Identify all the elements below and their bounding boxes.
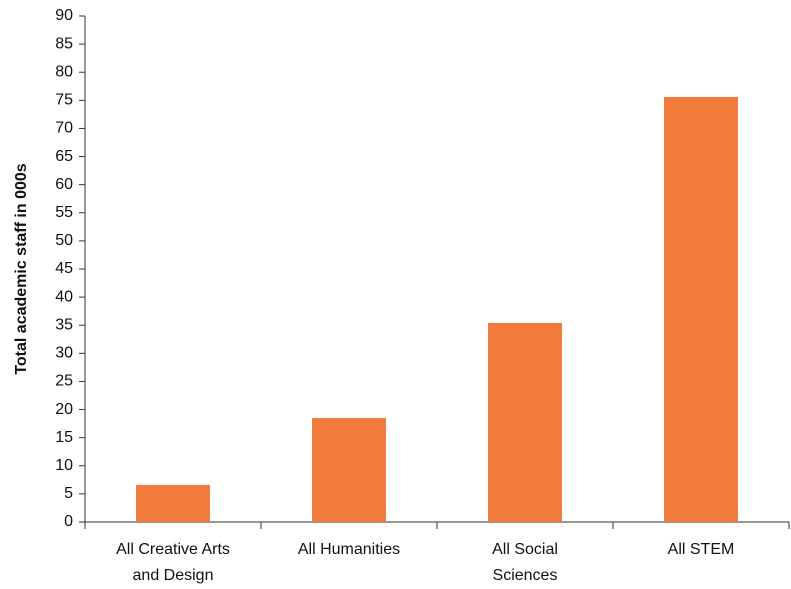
x-tick-label-line: All STEM: [668, 541, 735, 558]
y-tick-label: 0: [64, 513, 73, 530]
y-tick-label: 25: [55, 373, 73, 390]
y-tick-label: 5: [64, 485, 73, 502]
y-tick-label: 20: [55, 401, 73, 418]
y-tick-label: 85: [55, 35, 73, 52]
bar: [664, 96, 738, 523]
y-tick-label: 55: [55, 204, 73, 221]
x-tick-label: All STEM: [668, 541, 735, 558]
x-tick-label: All Humanities: [298, 541, 400, 558]
y-tick-label: 75: [55, 92, 73, 109]
y-tick-label: 50: [55, 232, 73, 249]
y-tick-label: 60: [55, 176, 73, 193]
y-tick-label: 65: [55, 148, 73, 165]
y-tick-label: 35: [55, 316, 73, 333]
y-tick-label: 70: [55, 120, 73, 137]
y-tick-label: 15: [55, 429, 73, 446]
x-tick-label-line: All Creative Arts: [116, 541, 230, 558]
y-tick-label: 80: [55, 63, 73, 80]
y-tick-label: 90: [55, 7, 73, 24]
x-tick-label-line: All Social: [492, 541, 558, 558]
y-tick-label: 45: [55, 260, 73, 277]
x-tick-label-line: Sciences: [493, 567, 558, 584]
x-tick-label-line: and Design: [133, 567, 214, 584]
bar: [312, 417, 386, 522]
x-tick-label: All Social Sciences: [492, 541, 558, 584]
x-tick-label: All Creative Arts and Design: [116, 541, 230, 584]
y-axis-label: Total academic staff in 000s: [13, 163, 30, 374]
y-tick-label: 10: [55, 457, 73, 474]
bar: [488, 322, 562, 522]
x-tick-label-line: All Humanities: [298, 541, 400, 558]
y-tick-label: 40: [55, 288, 73, 305]
bar: [136, 484, 210, 522]
y-tick-label: 30: [55, 345, 73, 362]
